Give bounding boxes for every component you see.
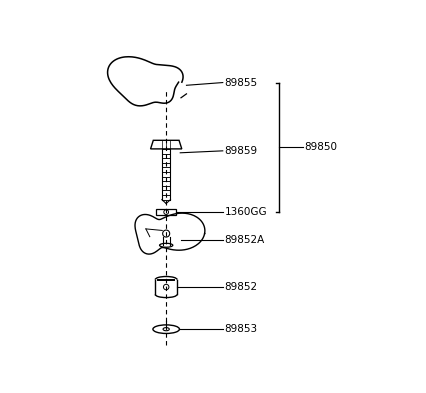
Text: 89855: 89855 — [225, 77, 258, 88]
Text: 89852: 89852 — [225, 282, 258, 292]
Bar — [156, 209, 176, 215]
Text: 1360GG: 1360GG — [225, 207, 268, 217]
Text: 89853: 89853 — [225, 324, 258, 334]
Text: 89859: 89859 — [225, 146, 258, 156]
Text: 89852A: 89852A — [225, 235, 265, 245]
Text: 89850: 89850 — [305, 142, 338, 152]
